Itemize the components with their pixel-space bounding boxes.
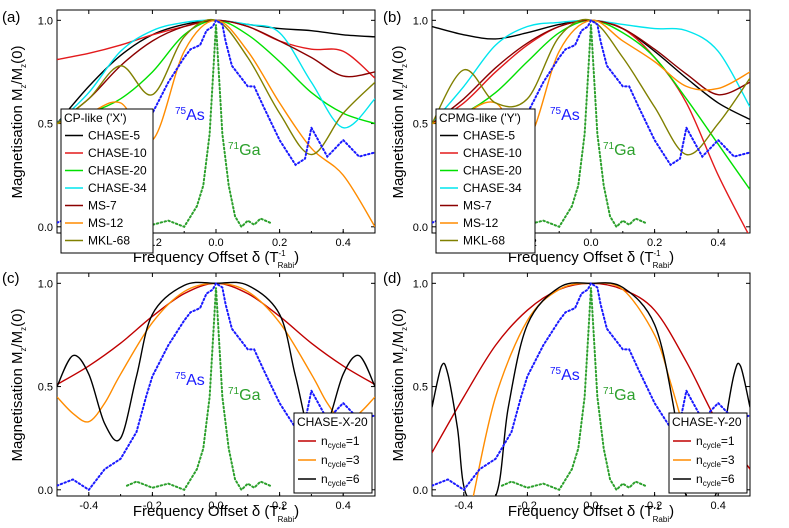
y-tick-label: 0.0	[38, 485, 53, 497]
y-tick-label: 0.5	[413, 119, 428, 131]
panel-a: -0.4-0.20.00.20.40.00.51.0 (a) Magnetisa…	[2, 9, 376, 270]
legend-entry: MS-7	[463, 199, 492, 213]
legend-entry: ncycle=6	[321, 472, 360, 488]
legend-entry: CHASE-10	[463, 146, 522, 160]
legend-entry: MS-7	[88, 199, 117, 213]
panel-d: -0.4 -0.2 0.0 0.2 0.4 0.0 0.5 1.0 (d) Magnetisa…	[383, 270, 751, 524]
legend: CHASE-Y-20 ncycle=1 ncycle=3 ncycle=6	[668, 412, 748, 494]
legend-title: CPMG-like ('Y')	[439, 111, 521, 125]
ga71-reference-line	[125, 24, 272, 229]
legend: CPMG-like ('Y') CHASE-5 CHASE-10 CHASE-20 CH…	[435, 108, 536, 254]
legend-entry: CHASE-34	[88, 181, 147, 195]
ga71-label: 71Ga	[603, 141, 636, 159]
legend-entry: MKL-68	[88, 234, 130, 248]
panel-c: -0.4 -0.2 0.0 0.2 0.4 0.0 0.5 1.0 (c) Magnetisa…	[2, 270, 376, 524]
panel-b: -0.4-0.20.00.20.40.00.51.0 (b) Magnetisa…	[383, 9, 751, 270]
legend: CP-like ('X') CHASE-5 CHASE-10 CHASE-20 CHAS…	[60, 108, 154, 254]
svg-text:Magnetisation Mz/Mz(0): Magnetisation Mz/Mz(0)	[9, 308, 28, 461]
x-axis-label: Frequency Offset δ (T-1 Rabi)	[133, 249, 299, 270]
series-line-n-3	[472, 282, 688, 496]
legend-entry: ncycle=3	[321, 453, 360, 469]
ga71-label: 71Ga	[228, 386, 261, 404]
y-tick-label: 0.0	[413, 222, 428, 234]
series-line-ms-12	[57, 19, 375, 228]
svg-text:Magnetisation Mz/Mz(0): Magnetisation Mz/Mz(0)	[390, 45, 409, 198]
legend-entry: CHASE-20	[463, 164, 522, 178]
legend-entry: CHASE-10	[88, 146, 147, 160]
legend-entry: ncycle=1	[696, 434, 735, 450]
x-tick-label: 0.4	[711, 237, 726, 249]
legend-entry: CHASE-34	[463, 181, 522, 195]
panel-label: (b)	[383, 9, 401, 26]
y-tick-label: 1.0	[38, 15, 53, 27]
x-tick-label: -0.2	[518, 500, 537, 512]
ga71-reference-line	[500, 24, 647, 229]
legend-entry: CHASE-20	[88, 164, 147, 178]
y-tick-label: 0.5	[413, 382, 428, 394]
legend-entry: MS-12	[463, 216, 499, 230]
y-tick-label: 0.5	[38, 119, 53, 131]
y-axis-label: Magnetisation Mz/Mz(0)	[9, 308, 28, 461]
y-tick-label: 1.0	[38, 278, 53, 290]
x-tick-label: 0.4	[711, 500, 726, 512]
as75-label: 75As	[175, 106, 205, 124]
y-tick-label: 0.0	[38, 222, 53, 234]
y-tick-label: 0.5	[38, 382, 53, 394]
ga71-label: 71Ga	[228, 141, 261, 159]
as75-label: 75As	[175, 371, 205, 389]
legend-title: CP-like ('X')	[64, 111, 127, 125]
x-axis-label: Frequency Offset δ (T-1 Rabi)	[133, 503, 299, 524]
x-tick-label: 0.0	[583, 237, 598, 249]
legend-entry: CHASE-5	[463, 129, 515, 143]
panel-label: (c)	[2, 270, 20, 287]
legend: CHASE-X-20 ncycle=1 ncycle=3 ncycle=6	[293, 412, 373, 494]
x-axis-label: Frequency Offset δ (T-1 Rabi)	[508, 249, 674, 270]
x-tick-label: 0.2	[647, 500, 662, 512]
x-axis-label: Frequency Offset δ (T-1 Rabi)	[508, 503, 674, 524]
y-tick-label: 1.0	[413, 278, 428, 290]
y-axis-label: Magnetisation Mz/Mz(0)	[390, 45, 409, 198]
legend-entry: ncycle=3	[696, 453, 735, 469]
x-tick-label: 0.0	[583, 500, 598, 512]
series-line-ms-12	[432, 19, 750, 142]
x-tick-label: -0.4	[79, 500, 98, 512]
ga71-reference-line	[500, 287, 647, 492]
x-tick-label: -0.2	[143, 500, 162, 512]
y-axis-label: Magnetisation Mz/Mz(0)	[390, 308, 409, 461]
x-tick-label: 0.0	[208, 500, 223, 512]
legend-title: CHASE-Y-20	[672, 415, 742, 429]
ga71-label: 71Ga	[603, 386, 636, 404]
svg-text:Magnetisation Mz/Mz(0): Magnetisation Mz/Mz(0)	[390, 308, 409, 461]
x-tick-label: -0.4	[454, 500, 473, 512]
as75-label: 75As	[550, 106, 580, 124]
legend-box	[435, 108, 536, 254]
ga71-reference-line	[125, 287, 272, 492]
x-tick-label: 0.4	[336, 237, 351, 249]
legend-entry: ncycle=1	[321, 434, 360, 450]
y-tick-label: 1.0	[413, 15, 428, 27]
legend-entry: MS-12	[88, 216, 124, 230]
legend-entry: ncycle=6	[696, 472, 735, 488]
as75-label: 75As	[550, 366, 580, 384]
x-tick-label: 0.2	[272, 500, 287, 512]
panel-label: (a)	[2, 9, 20, 26]
legend-entry: MKL-68	[463, 234, 505, 248]
x-tick-label: 0.2	[272, 237, 287, 249]
y-axis-label: Magnetisation Mz/Mz(0)	[9, 45, 28, 198]
legend-title: CHASE-X-20	[297, 415, 368, 429]
legend-entry: CHASE-5	[88, 129, 140, 143]
x-tick-label: 0.4	[336, 500, 351, 512]
x-tick-label: 0.0	[208, 237, 223, 249]
y-tick-label: 0.0	[413, 485, 428, 497]
legend-box	[60, 108, 154, 254]
svg-text:Magnetisation Mz/Mz(0): Magnetisation Mz/Mz(0)	[9, 45, 28, 198]
x-tick-label: 0.2	[647, 237, 662, 249]
panel-label: (d)	[383, 270, 401, 287]
